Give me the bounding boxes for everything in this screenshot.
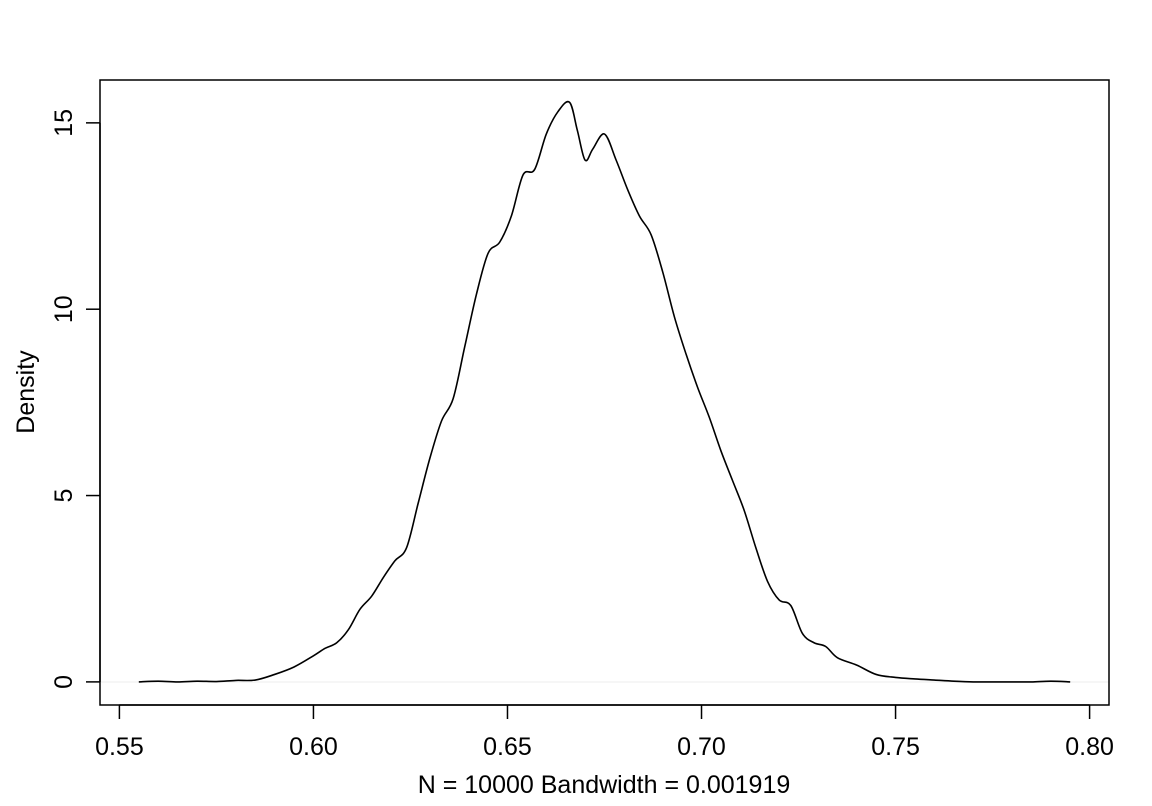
series-layer — [138, 100, 1071, 683]
x-tick-label: 0.70 — [677, 733, 726, 761]
y-tick-label: 10 — [50, 295, 78, 323]
x-tick-label: 0.60 — [289, 733, 338, 761]
y-tick-label: 5 — [50, 489, 78, 503]
x-axis: 0.55 0.60 0.65 0.70 0.75 0.80 — [95, 704, 1114, 761]
y-axis-label: Density — [12, 350, 40, 434]
y-tick-label: 15 — [50, 109, 78, 137]
y-tick-label: 0 — [50, 675, 78, 689]
x-tick-label: 0.55 — [95, 733, 144, 761]
x-axis-label: N = 10000 Bandwidth = 0.001919 — [418, 771, 791, 799]
x-tick-label: 0.75 — [871, 733, 920, 761]
y-axis: 0 5 10 15 — [50, 109, 101, 689]
density-line — [138, 100, 1071, 683]
x-tick-label: 0.80 — [1065, 733, 1114, 761]
x-tick-label: 0.65 — [483, 733, 532, 761]
plot-frame — [99, 79, 1110, 706]
